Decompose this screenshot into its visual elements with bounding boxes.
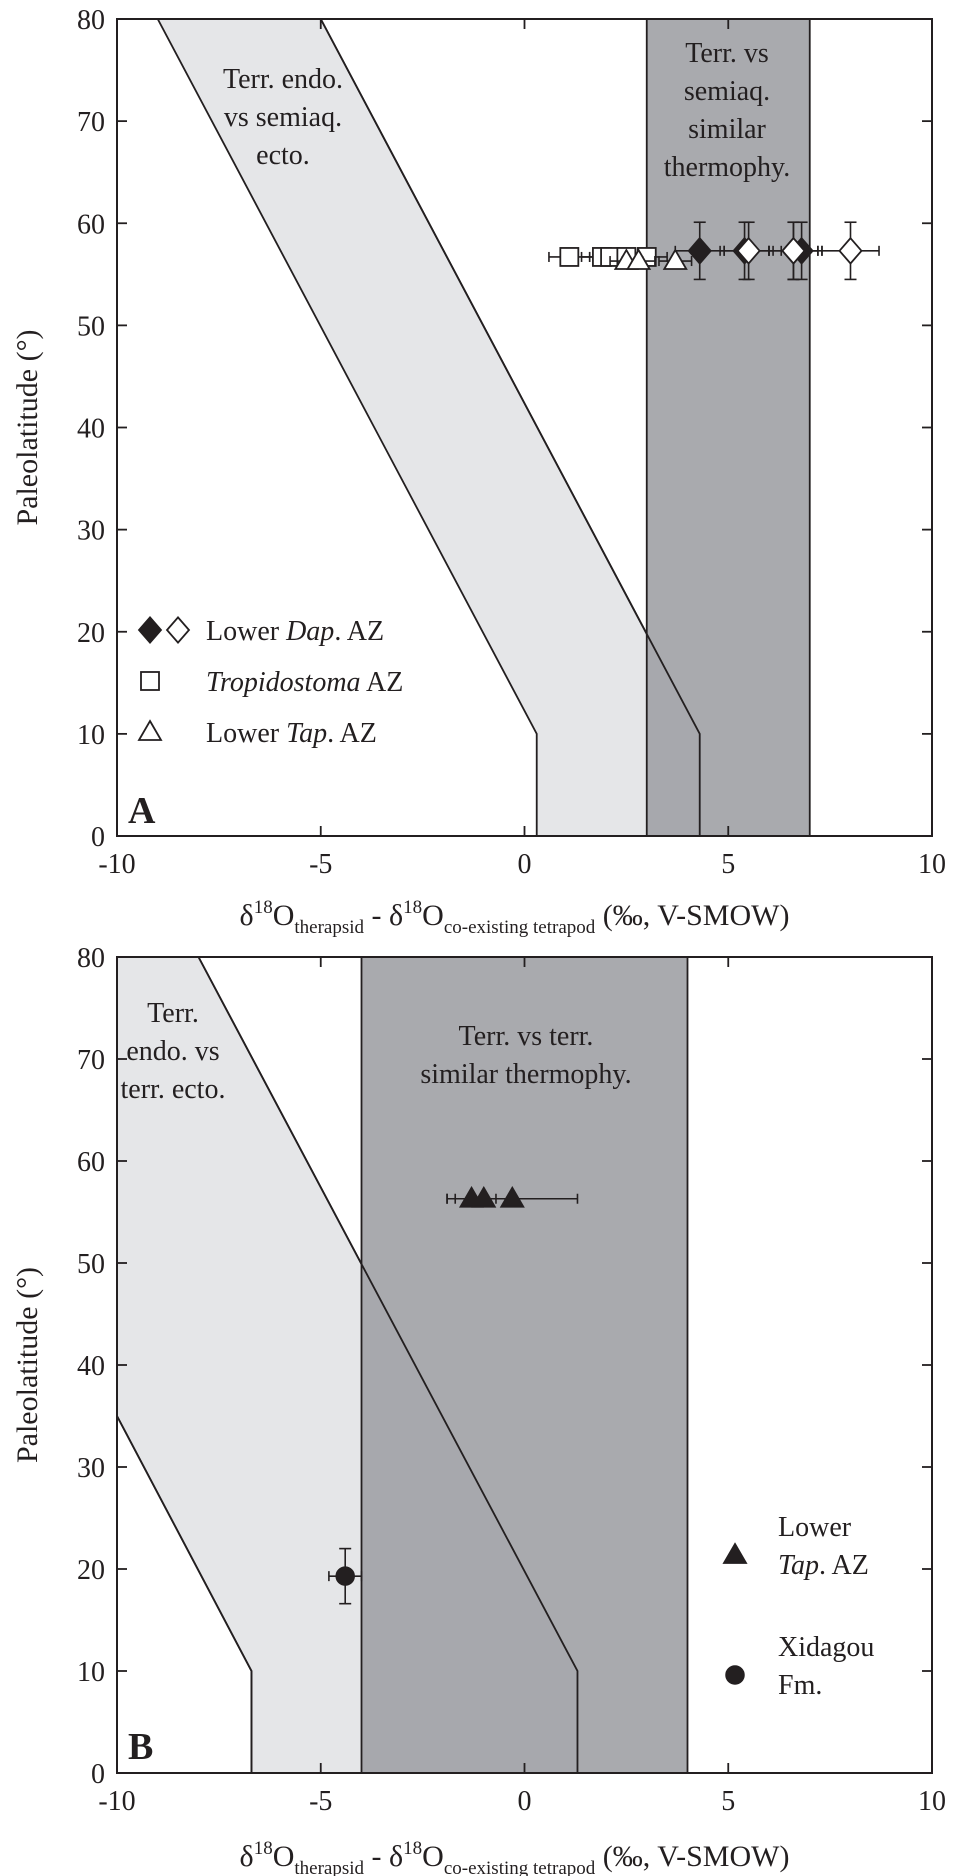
x-axis-label: δ18Otherapsid - δ18Oco-existing tetrapod… bbox=[240, 897, 790, 938]
region-label: Terr. vs bbox=[685, 38, 769, 69]
region-light bbox=[156, 18, 701, 837]
region-label: endo. vs bbox=[126, 1036, 219, 1067]
region-label: thermophy. bbox=[664, 152, 791, 183]
x-tick-label: 5 bbox=[721, 1786, 735, 1817]
y-tick-label: 70 bbox=[77, 107, 105, 138]
legend-marker bbox=[137, 719, 163, 741]
legend-marker bbox=[722, 1542, 748, 1564]
x-axis-label: δ18Otherapsid - δ18Oco-existing tetrapod… bbox=[240, 1838, 790, 1876]
y-tick-label: 80 bbox=[77, 943, 105, 974]
y-tick-label: 20 bbox=[77, 618, 105, 649]
legend-marker bbox=[165, 615, 191, 645]
boundary-line bbox=[319, 18, 701, 836]
y-tick-label: 60 bbox=[77, 1147, 105, 1178]
y-tick-label: 80 bbox=[77, 5, 105, 36]
y-tick-label: 50 bbox=[77, 1249, 105, 1280]
y-axis-label: Paleolatitude (°) bbox=[11, 329, 44, 525]
region-label: similar bbox=[688, 114, 766, 145]
legend-label: Lower Dap. AZ bbox=[206, 616, 384, 647]
data-point bbox=[838, 236, 863, 265]
legend-label: Lower bbox=[778, 1512, 852, 1543]
panel-letter-a: A bbox=[128, 790, 156, 832]
x-tick-label: 0 bbox=[518, 849, 532, 880]
y-tick-label: 20 bbox=[77, 1555, 105, 1586]
data-point bbox=[736, 236, 761, 265]
y-tick-label: 0 bbox=[91, 822, 105, 853]
x-tick-label: -5 bbox=[309, 1786, 332, 1817]
y-tick-label: 40 bbox=[77, 414, 105, 445]
x-tick-label: -5 bbox=[309, 849, 332, 880]
x-tick-label: 0 bbox=[518, 1786, 532, 1817]
x-tick-label: -10 bbox=[98, 849, 135, 880]
y-tick-label: 10 bbox=[77, 1657, 105, 1688]
region-dark bbox=[645, 18, 811, 837]
legend-marker bbox=[137, 615, 163, 645]
boundary-line bbox=[116, 1415, 253, 1773]
data-point bbox=[471, 1185, 497, 1208]
x-tick-label: 10 bbox=[918, 849, 946, 880]
data-point bbox=[781, 236, 806, 265]
y-tick-label: 0 bbox=[91, 1759, 105, 1790]
region-label: Terr. vs terr. bbox=[459, 1021, 594, 1052]
region-label: Terr. bbox=[147, 998, 199, 1029]
panel-a: Terr. endo. vs semiaq. ecto. Terr. vs semiaq… bbox=[11, 5, 946, 938]
y-tick-label: 30 bbox=[77, 1453, 105, 1484]
y-tick-label: 60 bbox=[77, 209, 105, 240]
y-tick-label: 50 bbox=[77, 311, 105, 342]
region-label: vs semiaq. bbox=[224, 102, 342, 133]
legend-label: Tap. AZ bbox=[778, 1550, 869, 1581]
legend-marker bbox=[140, 671, 160, 691]
y-tick-label: 10 bbox=[77, 720, 105, 751]
region-label: ecto. bbox=[256, 140, 310, 171]
x-tick-label: 10 bbox=[918, 1786, 946, 1817]
y-tick-label: 40 bbox=[77, 1351, 105, 1382]
legend-marker bbox=[725, 1665, 745, 1685]
boundary-line bbox=[197, 956, 579, 1773]
legend-label: Xidagou bbox=[778, 1632, 874, 1663]
data-point bbox=[626, 248, 652, 270]
y-tick-label: 30 bbox=[77, 516, 105, 547]
data-point bbox=[662, 248, 688, 270]
y-tick-label: 70 bbox=[77, 1045, 105, 1076]
region-label: semiaq. bbox=[684, 76, 770, 107]
panel-b: Terr. endo. vs terr. ecto. Terr. vs terr. si… bbox=[11, 943, 946, 1876]
legend-label: Tropidostoma AZ bbox=[206, 667, 403, 698]
x-tick-label: -10 bbox=[98, 1786, 135, 1817]
legend-label: Lower Tap. AZ bbox=[206, 718, 377, 749]
data-point bbox=[687, 236, 712, 265]
y-axis-label: Paleolatitude (°) bbox=[11, 1267, 44, 1463]
region-label: similar thermophy. bbox=[420, 1059, 631, 1090]
region-label: terr. ecto. bbox=[121, 1074, 226, 1105]
data-point bbox=[335, 1566, 355, 1586]
panel-letter-b: B bbox=[128, 1726, 153, 1768]
data-point bbox=[559, 247, 580, 267]
data-point bbox=[499, 1185, 525, 1208]
region-label: Terr. endo. bbox=[223, 64, 343, 95]
x-tick-label: 5 bbox=[721, 849, 735, 880]
legend-label: Fm. bbox=[778, 1670, 822, 1701]
